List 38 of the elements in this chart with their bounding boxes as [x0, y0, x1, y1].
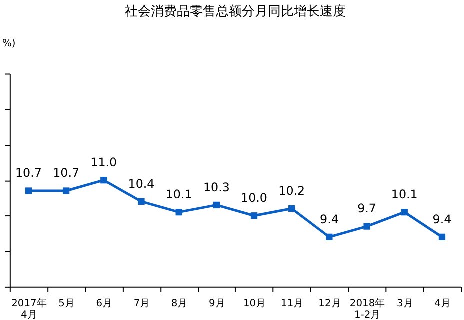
x-tick-label: 11月	[281, 298, 304, 310]
data-label: 10.1	[166, 187, 192, 202]
data-label: 9.4	[432, 212, 452, 226]
chart-title: 社会消费品零售总额分月同比增长速度	[124, 3, 346, 20]
point	[288, 205, 296, 212]
x-tick-label: 2017年 4月	[12, 297, 47, 320]
data-label: 10.7	[15, 166, 42, 180]
point	[326, 234, 333, 241]
x-tick-label: 5月	[58, 298, 75, 310]
x-tick-label: 3月	[396, 298, 414, 310]
data-label: 9.7	[358, 202, 376, 216]
x-tick-label: 8月	[171, 298, 188, 310]
x-tick-label: 4月	[434, 298, 451, 310]
data-label: 10.7	[53, 166, 80, 180]
x-tick-label: 9月	[209, 298, 226, 310]
point	[100, 177, 108, 184]
point	[250, 212, 258, 220]
point	[25, 188, 32, 194]
x-tick-label: 2018年 1-2月	[350, 297, 386, 320]
data-label: 10.2	[278, 184, 306, 198]
point	[176, 208, 182, 216]
x-tick-label: 10月	[243, 298, 266, 310]
data-label: 10.0	[241, 190, 268, 205]
point	[438, 234, 446, 241]
data-label: 11.0	[90, 155, 118, 170]
data-label: 10.1	[391, 187, 418, 202]
point	[364, 223, 370, 230]
point	[401, 208, 408, 216]
y-axis-title: %)	[2, 38, 16, 50]
data-label: 10.4	[128, 176, 155, 191]
x-tick-label: 12月	[318, 298, 342, 310]
point	[62, 188, 70, 194]
x-tick-label: 6月	[96, 298, 113, 310]
point	[138, 198, 145, 205]
point	[213, 202, 220, 209]
x-tick-label: 7月	[134, 298, 150, 310]
data-label: 9.4	[320, 212, 339, 226]
data-label: 10.3	[203, 180, 230, 194]
